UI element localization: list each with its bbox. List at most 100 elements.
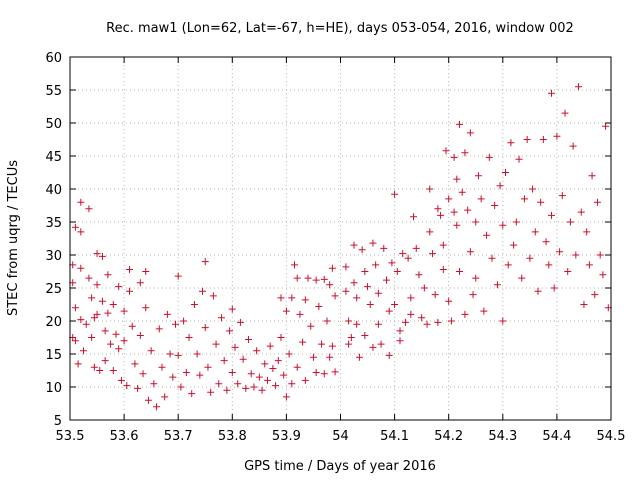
data-point — [104, 309, 112, 317]
x-tick-label: 53.8 — [218, 429, 247, 444]
data-point — [169, 373, 177, 381]
data-point — [599, 271, 607, 279]
data-point — [158, 363, 166, 371]
data-point — [134, 384, 142, 392]
data-point — [428, 250, 436, 258]
data-point — [77, 228, 85, 236]
data-point — [529, 185, 537, 193]
data-point — [491, 202, 499, 209]
data-point — [231, 343, 239, 351]
data-point — [420, 284, 428, 292]
data-point — [80, 347, 88, 355]
data-point — [442, 147, 450, 155]
data-point — [280, 371, 288, 379]
data-point — [77, 316, 85, 324]
data-point — [71, 223, 79, 231]
data-point — [361, 268, 369, 275]
data-point — [277, 334, 285, 341]
data-point — [553, 132, 561, 140]
data-point — [144, 396, 152, 404]
data-point — [510, 241, 518, 249]
data-point — [142, 304, 150, 312]
y-tick-label: 35 — [45, 216, 62, 231]
data-point — [299, 338, 307, 346]
data-point — [185, 334, 193, 341]
data-point — [423, 320, 431, 328]
data-point — [572, 251, 580, 259]
data-point — [526, 254, 534, 262]
data-point — [350, 279, 358, 287]
data-point — [182, 368, 190, 376]
data-point — [350, 241, 358, 249]
data-point — [120, 337, 128, 345]
data-point — [90, 363, 98, 371]
data-point — [120, 307, 128, 315]
data-point — [96, 367, 104, 374]
data-point — [153, 403, 161, 411]
data-point — [217, 314, 225, 322]
data-point — [212, 340, 220, 348]
data-point — [461, 149, 469, 157]
data-point — [250, 383, 258, 391]
data-point — [101, 327, 109, 335]
data-point — [131, 360, 139, 368]
data-point — [561, 109, 569, 117]
data-point — [342, 287, 350, 295]
x-tick-label: 53.6 — [110, 429, 139, 444]
data-point — [296, 310, 304, 318]
axis-ticks — [69, 56, 612, 421]
data-point — [345, 317, 353, 325]
data-point — [307, 322, 315, 330]
data-point — [236, 318, 244, 326]
data-point — [245, 335, 253, 343]
y-axis-title: STEC from uqrg / TECUs — [6, 160, 21, 316]
data-point — [534, 287, 542, 295]
x-tick-label: 53.7 — [164, 429, 193, 444]
data-point — [458, 188, 466, 196]
x-tick-label: 54.4 — [542, 429, 571, 444]
data-point — [577, 208, 585, 216]
data-point — [315, 302, 323, 310]
data-point — [499, 221, 507, 229]
data-point — [391, 301, 399, 308]
data-point — [537, 198, 545, 206]
data-point — [415, 271, 423, 279]
data-point — [558, 192, 566, 200]
data-point — [77, 264, 85, 272]
data-point — [242, 384, 250, 392]
data-point — [388, 259, 396, 267]
data-point — [488, 254, 496, 262]
data-point — [128, 322, 136, 330]
data-point — [364, 283, 372, 291]
data-point — [401, 318, 409, 326]
data-point — [369, 239, 377, 247]
data-point — [566, 218, 574, 226]
data-point — [391, 190, 399, 198]
data-point — [109, 301, 117, 308]
data-point — [77, 198, 85, 206]
data-point — [372, 261, 380, 269]
data-point — [309, 353, 317, 361]
data-point — [196, 371, 204, 379]
data-point — [71, 304, 79, 312]
data-point — [85, 205, 93, 213]
data-point — [499, 317, 507, 325]
data-point — [126, 266, 134, 274]
data-point — [496, 182, 504, 190]
data-point — [466, 248, 474, 256]
data-point — [193, 350, 201, 358]
data-point — [328, 342, 336, 350]
data-point — [326, 353, 334, 361]
data-point — [115, 283, 123, 291]
data-point — [293, 363, 301, 371]
data-point — [155, 325, 163, 333]
data-point — [542, 238, 550, 246]
data-point — [347, 334, 355, 341]
data-point — [71, 337, 79, 345]
chart-title: Rec. maw1 (Lon=62, Lat=-67, h=HE), days … — [106, 21, 574, 36]
data-point — [385, 351, 393, 359]
data-point — [201, 258, 209, 266]
x-tick-label: 53.9 — [272, 429, 301, 444]
data-point — [569, 142, 577, 150]
data-point — [596, 251, 604, 259]
